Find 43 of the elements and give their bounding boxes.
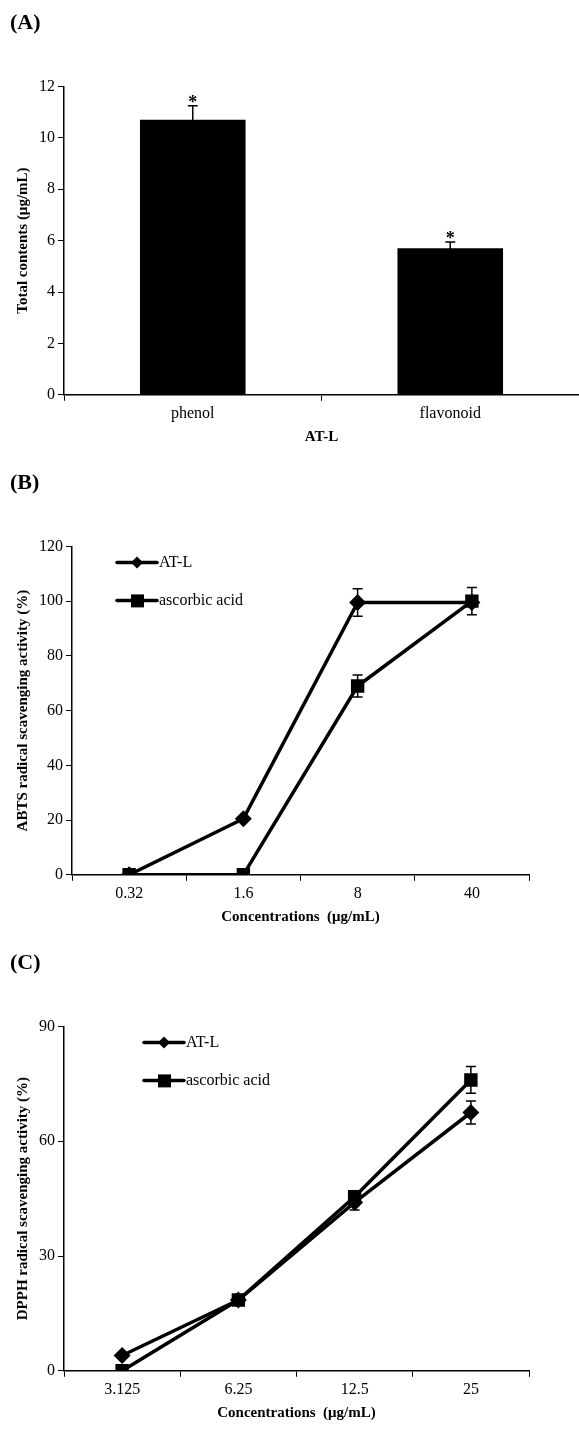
chart-title: (B): [10, 468, 40, 494]
y-tick-label: 20: [47, 810, 63, 828]
annotation: *: [188, 92, 198, 113]
legend-label: ascorbic acid: [186, 1070, 270, 1088]
x-axis-title: Concentrations (μg/mL): [221, 907, 380, 925]
x-axis-title: Concentrations (μg/mL): [217, 1403, 376, 1421]
y-tick-label: 90: [39, 1016, 55, 1034]
y-axis-title: Total contents (μg/mL): [13, 167, 31, 314]
y-tick-label: 30: [39, 1246, 55, 1264]
y-tick-label: 10: [39, 128, 55, 145]
chart-title: (A): [10, 8, 41, 34]
x-tick-label: 25: [462, 1379, 479, 1397]
y-tick-label: 4: [47, 282, 55, 300]
legend-label: AT-L: [159, 552, 193, 570]
y-tick-label: 0: [55, 865, 63, 882]
y-tick-label: 100: [39, 591, 63, 609]
y-tick-label: 60: [39, 1131, 55, 1149]
legend-label: AT-L: [186, 1032, 220, 1050]
y-tick-label: 40: [47, 755, 63, 773]
chart-title: (C): [10, 948, 41, 974]
y-tick-label: 60: [47, 700, 63, 718]
y-tick-label: 80: [47, 646, 63, 664]
y-tick-label: 8: [47, 179, 55, 197]
x-tick-label: flavonoid: [419, 403, 481, 421]
x-tick-label: 6.25: [224, 1379, 253, 1397]
annotation: *: [445, 228, 455, 249]
y-tick-label: 0: [47, 1361, 55, 1378]
legend-label: ascorbic acid: [159, 590, 243, 608]
x-tick-label: 40: [463, 883, 480, 901]
y-axis-title: ABTS radical scavenging activity (%): [13, 589, 31, 832]
x-tick-label: phenol: [170, 403, 216, 422]
y-tick-label: 2: [47, 333, 55, 351]
y-axis-title: DPPH radical scavenging activity (%): [13, 1076, 31, 1321]
x-tick-label: 1.6: [233, 883, 254, 901]
y-tick-label: 12: [39, 76, 55, 94]
x-tick-label: 0.32: [115, 883, 144, 901]
y-tick-label: 0: [47, 385, 55, 402]
x-tick-label: 3.125: [104, 1379, 141, 1397]
x-tick-label: 8: [353, 883, 362, 901]
y-tick-label: 120: [39, 536, 63, 554]
x-axis-title: AT-L: [304, 427, 339, 444]
x-tick-label: 12.5: [340, 1379, 369, 1397]
y-tick-label: 6: [47, 230, 55, 248]
